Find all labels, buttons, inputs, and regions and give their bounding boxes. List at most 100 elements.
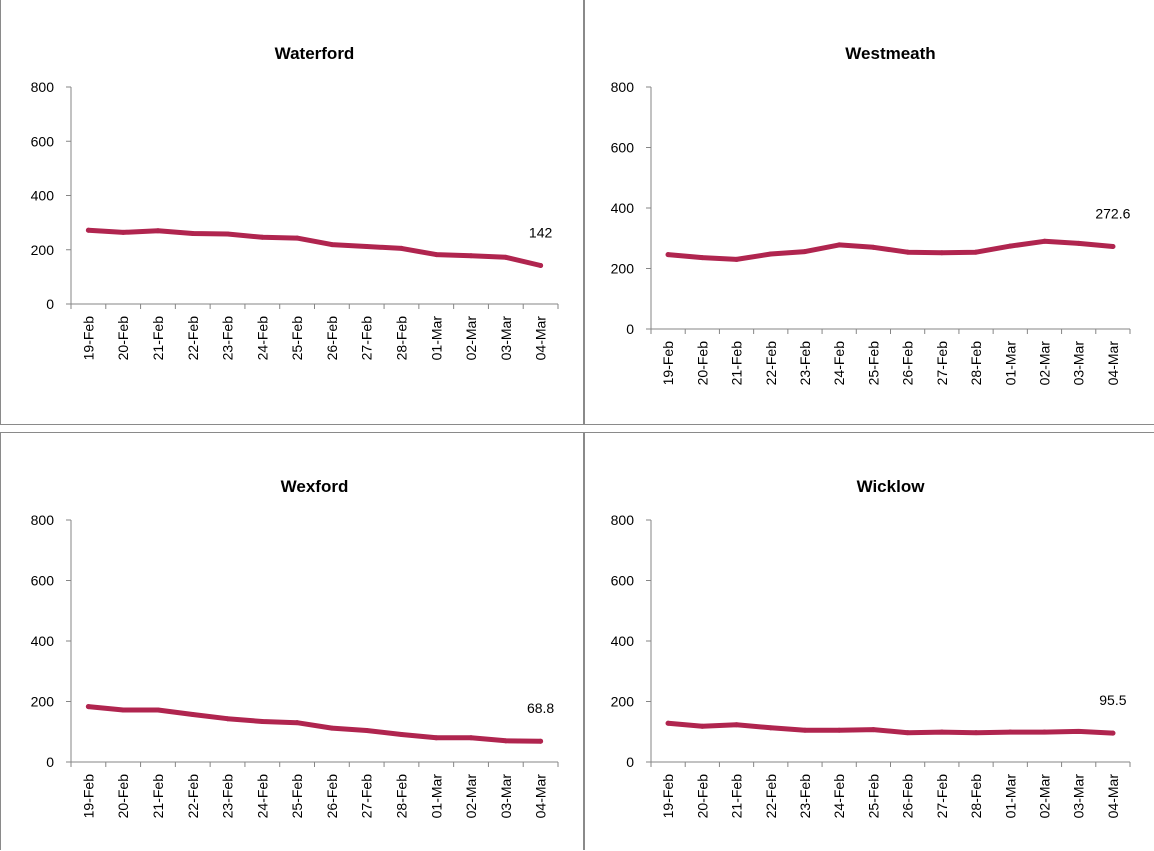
x-tick-label: 27-Feb <box>359 774 375 819</box>
data-point-03-mar <box>503 738 509 744</box>
data-point-21-feb <box>155 228 161 234</box>
x-tick-label: 19-Feb <box>660 341 676 386</box>
y-tick-label: 400 <box>31 188 55 204</box>
data-point-20-feb <box>699 255 705 261</box>
x-tick-label: 24-Feb <box>254 774 270 819</box>
data-label-last: 95.5 <box>1099 692 1126 708</box>
x-tick-label: 01-Mar <box>1002 341 1018 386</box>
y-tick-label: 800 <box>611 512 635 528</box>
y-tick-label: 0 <box>626 754 634 770</box>
x-tick-label: 02-Mar <box>1036 774 1052 819</box>
y-tick-label: 0 <box>46 754 54 770</box>
y-tick-label: 400 <box>611 200 635 216</box>
x-tick-label: 27-Feb <box>934 774 950 819</box>
x-tick-label: 04-Mar <box>1105 341 1121 386</box>
series-line <box>665 720 1116 736</box>
y-tick-label: 200 <box>31 242 55 258</box>
data-point-23-feb <box>225 716 231 722</box>
data-point-23-feb <box>802 727 808 733</box>
data-point-02-mar <box>468 735 474 741</box>
data-point-24-feb <box>259 234 265 240</box>
y-tick-label: 200 <box>31 694 55 710</box>
data-point-26-feb <box>905 249 911 255</box>
x-tick-label: 21-Feb <box>729 774 745 819</box>
data-point-01-mar <box>433 735 439 741</box>
x-tick-label: 19-Feb <box>660 774 676 819</box>
data-point-19-feb <box>665 252 671 258</box>
x-tick-label: 20-Feb <box>115 316 131 361</box>
chart-panel-wexford: Wexford 0 200 400 600 800 19-Feb 20-Feb 21-Feb 22… <box>0 432 584 850</box>
x-tick-label: 20-Feb <box>694 341 710 386</box>
x-tick-label: 23-Feb <box>220 316 236 361</box>
chart-title: Waterford <box>275 44 355 63</box>
chart-panel-waterford: Waterford 0 200 400 600 800 19-Feb 20-Feb 21-Feb… <box>0 0 584 425</box>
x-tick-label: 04-Mar <box>533 316 549 361</box>
data-point-02-mar <box>468 253 474 259</box>
y-tick-label: 400 <box>611 633 635 649</box>
x-tick-label: 26-Feb <box>900 774 916 819</box>
data-point-19-feb <box>665 720 671 726</box>
x-tick-label: 26-Feb <box>324 774 340 819</box>
chart-svg: Wexford 0 200 400 600 800 19-Feb 20-Feb 21-Feb 22… <box>31 477 559 819</box>
data-point-01-mar <box>433 252 439 258</box>
data-point-20-feb <box>699 723 705 729</box>
chart-title: Wicklow <box>857 477 926 496</box>
data-point-26-feb <box>329 725 335 731</box>
data-label-last: 272.6 <box>1095 206 1130 222</box>
y-tick-label: 800 <box>611 79 635 95</box>
data-point-22-feb <box>190 230 196 236</box>
x-tick-label: 03-Mar <box>498 774 514 819</box>
y-tick-label: 600 <box>611 573 635 589</box>
x-tick-label: 01-Mar <box>428 774 444 819</box>
data-point-26-feb <box>905 730 911 736</box>
data-point-04-mar <box>538 738 544 744</box>
x-tick-label: 21-Feb <box>150 774 166 819</box>
data-point-27-feb <box>364 728 370 734</box>
data-point-27-feb <box>939 729 945 735</box>
data-point-28-feb <box>398 245 404 251</box>
data-point-27-feb <box>364 243 370 249</box>
x-tick-label: 02-Mar <box>463 316 479 361</box>
series-line <box>85 227 544 268</box>
data-point-20-feb <box>120 707 126 713</box>
data-point-25-feb <box>870 727 876 733</box>
x-tick-label: 23-Feb <box>220 774 236 819</box>
x-tick-label: 22-Feb <box>763 774 779 819</box>
data-point-04-mar <box>1110 244 1116 250</box>
y-tick-label: 400 <box>31 633 55 649</box>
x-tick-label: 28-Feb <box>968 774 984 819</box>
data-point-22-feb <box>768 725 774 731</box>
x-tick-label: 28-Feb <box>393 774 409 819</box>
data-point-02-mar <box>1041 238 1047 244</box>
x-tick-label: 27-Feb <box>934 341 950 386</box>
series-line <box>665 238 1116 262</box>
data-point-20-feb <box>120 229 126 235</box>
x-tick-label: 26-Feb <box>324 316 340 361</box>
x-tick-label: 03-Mar <box>1071 774 1087 819</box>
x-tick-label: 02-Mar <box>1036 341 1052 386</box>
data-point-23-feb <box>802 249 808 255</box>
chart-title: Westmeath <box>845 44 935 63</box>
x-tick-label: 20-Feb <box>694 774 710 819</box>
x-tick-label: 25-Feb <box>289 316 305 361</box>
data-point-27-feb <box>939 250 945 256</box>
chart-panel-westmeath: Westmeath 0 200 400 600 800 19-Feb 20-Feb 21-Feb… <box>584 0 1154 425</box>
chart-svg: Westmeath 0 200 400 600 800 19-Feb 20-Feb 21-Feb… <box>611 44 1131 386</box>
x-tick-label: 21-Feb <box>729 341 745 386</box>
x-tick-label: 22-Feb <box>763 341 779 386</box>
data-point-26-feb <box>329 242 335 248</box>
x-tick-label: 21-Feb <box>150 316 166 361</box>
x-tick-label: 22-Feb <box>185 774 201 819</box>
x-tick-label: 27-Feb <box>359 316 375 361</box>
x-tick-label: 25-Feb <box>289 774 305 819</box>
y-tick-label: 200 <box>611 694 635 710</box>
data-point-22-feb <box>768 251 774 257</box>
y-tick-label: 200 <box>611 261 635 277</box>
y-tick-label: 600 <box>31 133 55 149</box>
y-tick-label: 0 <box>46 296 54 312</box>
data-point-21-feb <box>734 256 740 262</box>
data-point-24-feb <box>836 242 842 248</box>
x-tick-label: 28-Feb <box>968 341 984 386</box>
x-tick-label: 28-Feb <box>393 316 409 361</box>
x-tick-label: 02-Mar <box>463 774 479 819</box>
